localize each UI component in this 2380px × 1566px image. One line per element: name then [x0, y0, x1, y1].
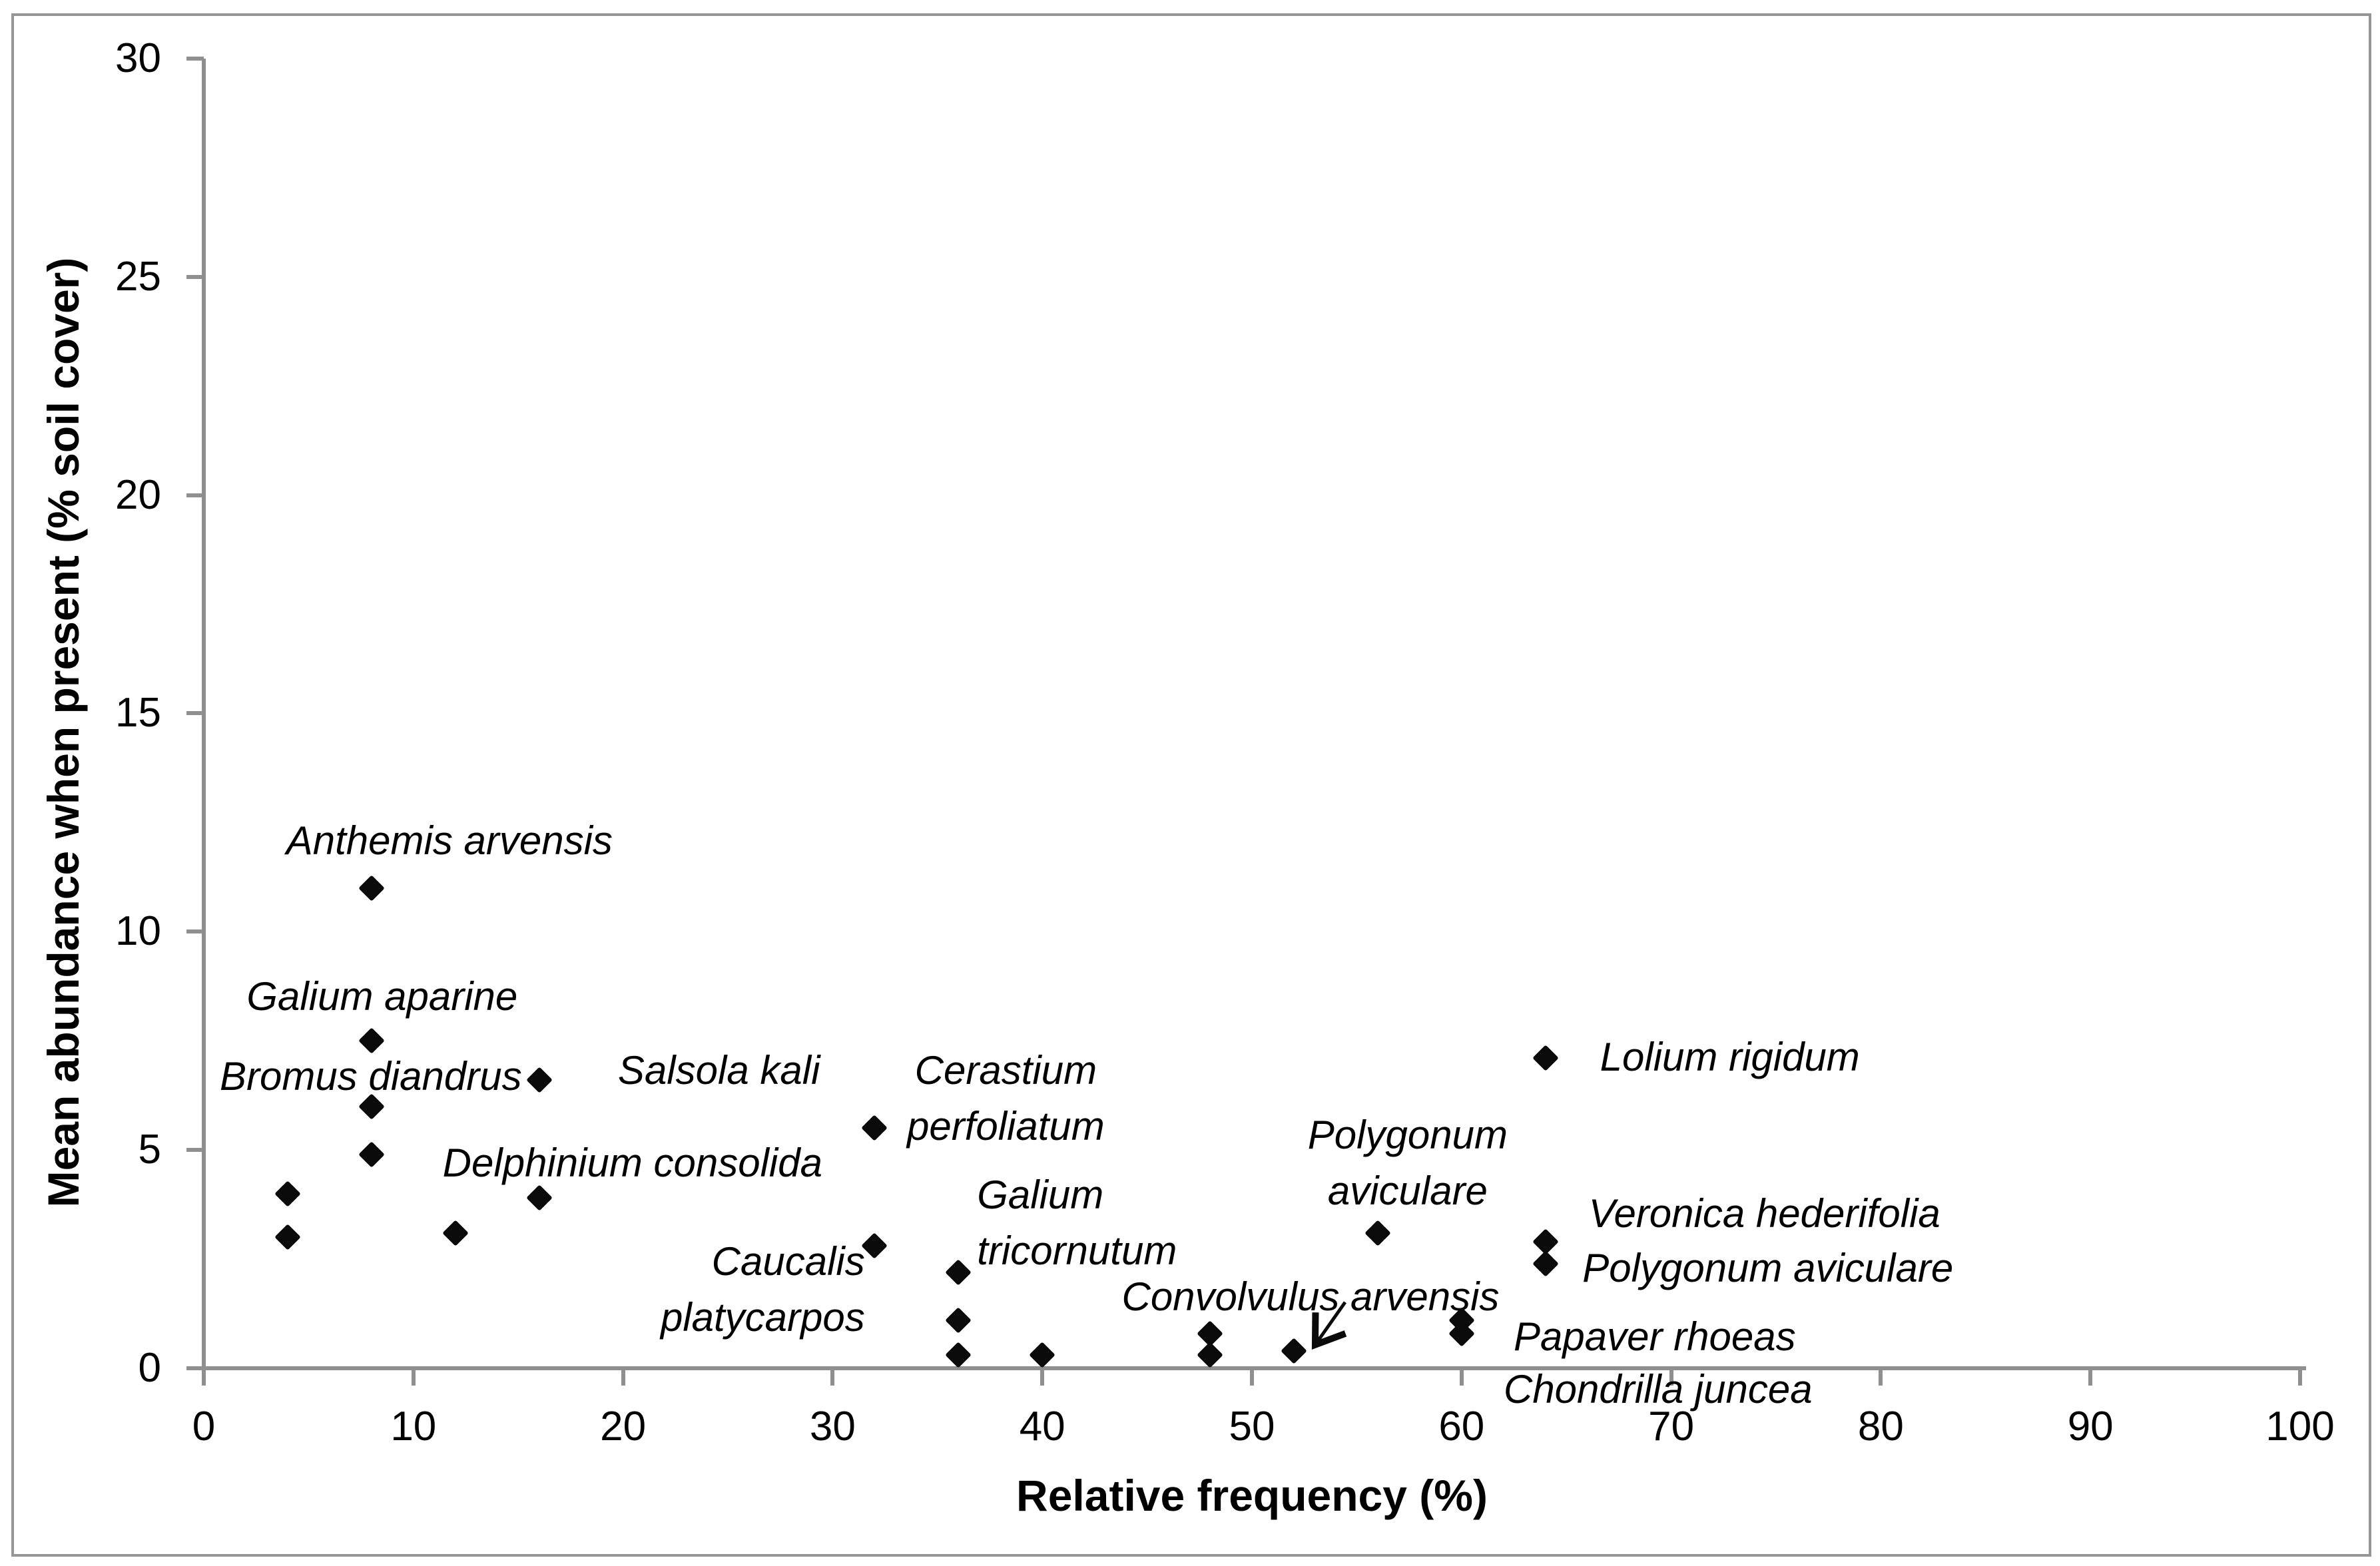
species-label-line: tricornutum	[977, 1228, 1177, 1273]
data-point-caucalis-platycarpos	[861, 1232, 888, 1260]
species-label-delphinium-consolida: Delphinium consolida	[443, 1135, 822, 1191]
species-label-polygonum-aviculare: Polygonum aviculare	[1308, 1107, 1508, 1219]
species-label-line: Caucalis	[711, 1239, 865, 1284]
figure-frame	[11, 13, 2371, 1557]
species-label-line: Cerastium	[914, 1048, 1097, 1093]
x-tick-0	[202, 1368, 206, 1386]
x-tick-60	[1459, 1368, 1464, 1386]
data-point-cerastium-perfoliatum	[861, 1115, 888, 1142]
y-tick-label-10: 10	[115, 908, 161, 955]
species-label-polygonum-aviculare: Polygonum aviculare	[1582, 1240, 1953, 1296]
species-label-line: Galium	[977, 1172, 1104, 1217]
data-point-unlabeled-5	[274, 1180, 301, 1207]
species-label-convolvulus-arvensis: Convolvulus arvensis	[1121, 1269, 1499, 1325]
data-point-polygonum-aviculare	[1364, 1219, 1391, 1246]
species-label-line: Papaver rhoeas	[1513, 1314, 1796, 1359]
species-label-line: Veronica hederifolia	[1588, 1190, 1940, 1236]
data-point-unlabeled-7	[442, 1219, 469, 1246]
y-tick-30	[186, 56, 204, 61]
data-point-unlabeled-6	[274, 1224, 301, 1251]
y-axis-title: Mean abundance when present (% soil cove…	[39, 257, 88, 1208]
species-label-galium-aparine: Galium aparine	[246, 969, 517, 1025]
data-point-lolium-rigidum	[1532, 1045, 1559, 1072]
y-tick-25	[186, 274, 204, 279]
x-tick-label-80: 80	[1857, 1404, 1904, 1449]
x-tick-label-100: 100	[2265, 1404, 2335, 1449]
x-tick-70	[1669, 1368, 1673, 1386]
species-label-line: Polygonum	[1307, 1112, 1508, 1157]
x-tick-80	[1879, 1368, 1883, 1386]
data-point-unlabeled-14	[1029, 1342, 1055, 1369]
species-label-line: Galium aparine	[246, 974, 518, 1019]
data-point-galium-tricornutum	[945, 1258, 972, 1286]
data-point-unlabeled-12	[945, 1307, 972, 1334]
y-tick-label-25: 25	[115, 253, 161, 300]
species-label-bromus-diandrus: Bromus diandrus	[220, 1049, 522, 1105]
species-label-line: Convolvulus arvensis	[1121, 1274, 1500, 1319]
x-tick-40	[1040, 1368, 1045, 1386]
y-tick-label-5: 5	[138, 1127, 161, 1173]
x-tick-label-50: 50	[1229, 1404, 1275, 1449]
x-tick-label-90: 90	[2067, 1404, 2114, 1449]
x-tick-label-30: 30	[809, 1404, 856, 1449]
y-axis-line	[202, 59, 206, 1368]
species-label-line: Anthemis arvensis	[286, 818, 613, 863]
x-tick-90	[2088, 1368, 2093, 1386]
y-tick-label-0: 0	[138, 1345, 161, 1391]
species-label-line: aviculare	[1327, 1168, 1488, 1213]
y-tick-label-20: 20	[115, 471, 161, 518]
species-label-line: Polygonum aviculare	[1582, 1245, 1954, 1290]
y-tick-label-15: 15	[115, 690, 161, 736]
species-label-cerastium-perfoliatum: Cerastium perfoliatum	[907, 1043, 1105, 1155]
x-tick-label-40: 40	[1019, 1404, 1065, 1449]
data-point-unlabeled-16	[1197, 1342, 1223, 1369]
data-point-salsola-kali	[525, 1067, 553, 1094]
x-tick-label-70: 70	[1648, 1404, 1695, 1449]
species-label-papaver-rhoeas: Papaver rhoeas	[1514, 1309, 1796, 1365]
y-tick-0	[186, 1366, 204, 1370]
species-label-caucalis-platycarpos: Caucalis platycarpos	[661, 1234, 865, 1346]
x-tick-label-10: 10	[390, 1404, 437, 1449]
species-label-anthemis-arvensis: Anthemis arvensis	[286, 813, 613, 869]
species-label-veronica-hederifolia: Veronica hederifolia	[1589, 1186, 1940, 1242]
x-tick-label-0: 0	[192, 1404, 216, 1449]
species-label-lolium-rigidum: Lolium rigidum	[1600, 1029, 1860, 1085]
x-tick-10	[411, 1368, 416, 1386]
species-label-line: Chondrilla juncea	[1503, 1366, 1813, 1412]
data-point-convolvulus-arvensis	[1281, 1337, 1307, 1364]
species-label-line: Delphinium consolida	[442, 1140, 822, 1185]
species-label-galium-tricornutum: Galium tricornutum	[977, 1167, 1177, 1279]
species-label-line: Lolium rigidum	[1600, 1035, 1860, 1080]
species-label-line: Salsola kali	[617, 1048, 820, 1093]
data-point-unlabeled-13	[945, 1342, 972, 1369]
x-tick-label-20: 20	[600, 1404, 647, 1449]
y-tick-20	[186, 493, 204, 497]
y-tick-5	[186, 1148, 204, 1153]
species-label-line: perfoliatum	[906, 1104, 1105, 1149]
species-label-chondrilla-juncea: Chondrilla juncea	[1504, 1362, 1813, 1418]
y-tick-label-30: 30	[115, 35, 161, 81]
data-point-anthemis-arvensis	[358, 874, 385, 902]
y-tick-15	[186, 711, 204, 716]
x-axis-title: Relative frequency (%)	[1016, 1471, 1488, 1520]
x-axis-line	[202, 1366, 2306, 1370]
x-tick-30	[830, 1368, 835, 1386]
y-tick-10	[186, 929, 204, 934]
species-label-line: platycarpos	[660, 1295, 865, 1340]
data-point-delphinium-consolida	[358, 1141, 385, 1168]
data-point-polygonum-aviculare	[1532, 1250, 1559, 1277]
x-tick-label-60: 60	[1438, 1404, 1485, 1449]
x-tick-20	[621, 1368, 625, 1386]
x-tick-100	[2298, 1368, 2302, 1386]
species-label-salsola-kali: Salsola kali	[618, 1043, 820, 1099]
x-tick-50	[1250, 1368, 1254, 1386]
species-label-line: Bromus diandrus	[220, 1053, 522, 1099]
